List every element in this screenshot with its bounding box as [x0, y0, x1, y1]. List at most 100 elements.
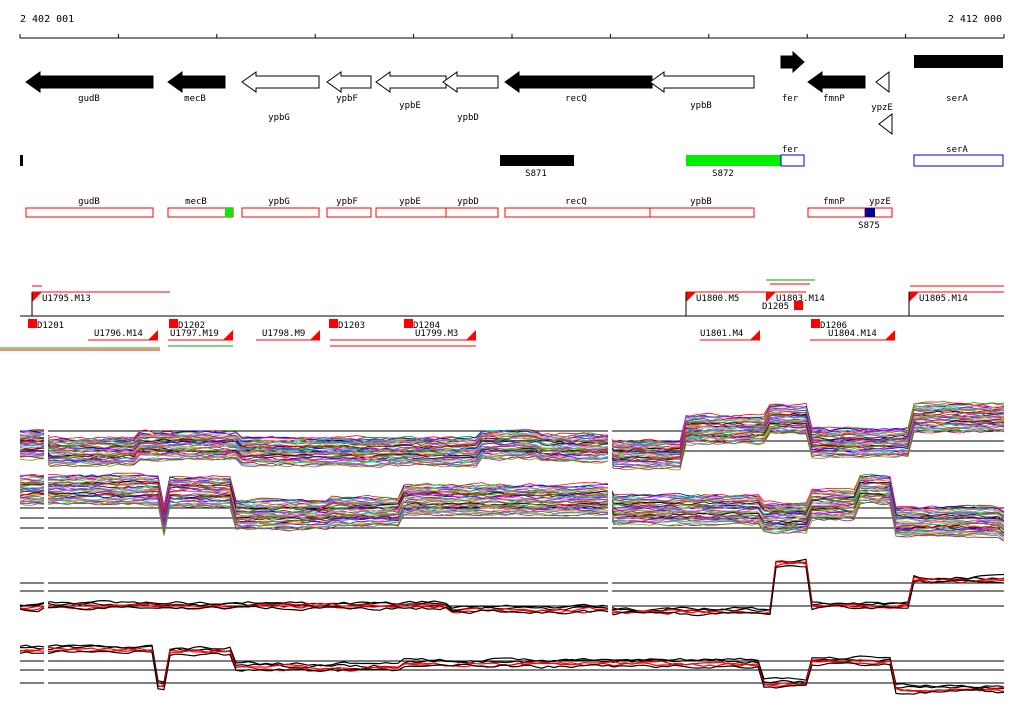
end-coordinate: 2 412 000: [948, 14, 1002, 25]
downshift-marker[interactable]: [794, 301, 803, 310]
annotation-box[interactable]: [807, 207, 893, 218]
downshift-label: D1204: [413, 321, 440, 331]
annotation-label: recQ: [565, 197, 587, 207]
gene-track: gudB mecB ypbG ypbF ypbE ypbD recQ ypbB …: [25, 50, 1003, 136]
transcript-label[interactable]: U1803.M14: [776, 294, 825, 304]
annotation-box[interactable]: [241, 207, 320, 218]
gene-ypbE-arrow[interactable]: [375, 71, 447, 93]
annotation-box[interactable]: [504, 207, 653, 218]
transcript-label[interactable]: U1801.M4: [700, 329, 743, 339]
downshift-label: D1206: [820, 321, 847, 331]
downshift-label: D1205: [762, 302, 789, 312]
segment-fer[interactable]: [780, 154, 805, 167]
annotation-label: mecB: [185, 197, 207, 207]
annotation-box[interactable]: [445, 207, 499, 218]
gene-label: fmnP: [823, 94, 845, 104]
downshift-marker[interactable]: [28, 319, 37, 328]
gene-mecB-arrow[interactable]: [167, 71, 226, 93]
gene-recQ-arrow[interactable]: [504, 71, 653, 93]
annotation-label: S875: [858, 221, 880, 231]
transcript-label[interactable]: U1795.M13: [42, 294, 91, 304]
transcript-label[interactable]: U1797.M19: [170, 329, 219, 339]
expression-trace: [19, 404, 1005, 447]
annotation-label: ypbG: [268, 197, 290, 207]
expression-trace: [19, 501, 1005, 541]
expression-trace: [19, 487, 1005, 527]
gene-label: ypbB: [690, 101, 712, 111]
expression-trace: [19, 501, 1005, 542]
transcription-unit-track: U1795.M13 U1800.M5 U1803.M14 U1805.M14 U…: [0, 279, 1004, 351]
gene-label: ypzE: [871, 103, 893, 113]
transcript-label[interactable]: U1804.M14: [828, 329, 877, 339]
expression-trace: [19, 480, 1005, 517]
gene-label: recQ: [565, 94, 587, 104]
expression-trace: [19, 422, 1005, 464]
downshift-marker[interactable]: [811, 319, 820, 328]
annotation-box[interactable]: [375, 207, 447, 218]
gene-ypbB-arrow[interactable]: [649, 71, 755, 93]
expression-profiles-forward: [19, 401, 1005, 471]
gene-label: ypbE: [399, 101, 421, 111]
annotation-track: gudB mecB ypbG ypbF ypbE ypbD recQ ypbB …: [25, 197, 893, 231]
annotation-box[interactable]: [649, 207, 755, 218]
gene-small-arrow[interactable]: [878, 112, 893, 136]
annotation-box[interactable]: [25, 207, 154, 218]
annotation-label: ypzE: [869, 197, 891, 207]
expression-trace: [19, 420, 1005, 461]
gene-label: fer: [782, 94, 799, 104]
downshift-marker[interactable]: [329, 319, 338, 328]
segment-label: S872: [712, 169, 734, 179]
expression-trace: [19, 412, 1005, 454]
expression-trace: [19, 407, 1005, 448]
gene-fer-arrow[interactable]: [780, 50, 805, 74]
expression-summary-reverse: [19, 644, 1005, 695]
transcript-label[interactable]: U1799.M3: [415, 329, 458, 339]
gap-separators: [44, 430, 612, 705]
gene-ypbF-arrow[interactable]: [326, 71, 372, 93]
gene-label: gudB: [78, 94, 100, 104]
annotation-box[interactable]: [167, 207, 234, 218]
annotation-label: ypbF: [336, 197, 358, 207]
segment-serA[interactable]: [913, 154, 1004, 167]
segment-track: S871 S872 fer serA: [20, 145, 1004, 179]
segment-S871[interactable]: [500, 155, 574, 166]
start-coordinate: 2 402 001: [20, 14, 74, 25]
expression-trace: [19, 477, 1005, 517]
gene-serA-arrow[interactable]: [914, 55, 1003, 68]
downshift-label: D1201: [37, 321, 64, 331]
annotation-label: ypbD: [457, 197, 479, 207]
expression-trace: [19, 649, 1005, 695]
annotation-box[interactable]: [326, 207, 372, 218]
downshift-marker[interactable]: [169, 319, 178, 328]
transcript-label[interactable]: U1805.M14: [919, 294, 968, 304]
gene-label: ypbF: [336, 94, 358, 104]
annotation-label: ypbB: [690, 197, 712, 207]
expression-trace: [19, 480, 1005, 519]
gene-ypzE-arrow[interactable]: [875, 70, 890, 94]
transcript-label[interactable]: U1796.M14: [94, 329, 143, 339]
expression-trace: [19, 426, 1005, 468]
transcript-label[interactable]: U1798.M9: [262, 329, 305, 339]
coordinate-ruler: 2 402 001 2 412 000: [19, 14, 1005, 39]
expression-trace: [20, 472, 1005, 513]
expression-summary-forward: [19, 558, 1005, 617]
gene-label: ypbD: [457, 113, 479, 123]
segment-label: fer: [782, 145, 799, 155]
expression-trace: [19, 474, 1005, 513]
expression-trace: [19, 403, 1005, 444]
gene-ypbD-arrow[interactable]: [442, 71, 499, 93]
segment-S872[interactable]: [686, 155, 781, 166]
gene-fmnP-arrow[interactable]: [807, 71, 866, 93]
expression-profiles-reverse: [19, 472, 1005, 542]
expression-trace: [19, 416, 1005, 457]
gene-gudB-arrow[interactable]: [25, 71, 154, 93]
gene-ypbG-arrow[interactable]: [241, 71, 320, 93]
gene-label: ypbG: [268, 113, 290, 123]
expression-trace: [19, 408, 1005, 452]
gene-label: serA: [946, 94, 968, 104]
downshift-marker[interactable]: [404, 319, 413, 328]
expression-trace: [19, 564, 1005, 617]
transcript-label[interactable]: U1800.M5: [696, 294, 739, 304]
expression-trace: [19, 424, 1005, 466]
